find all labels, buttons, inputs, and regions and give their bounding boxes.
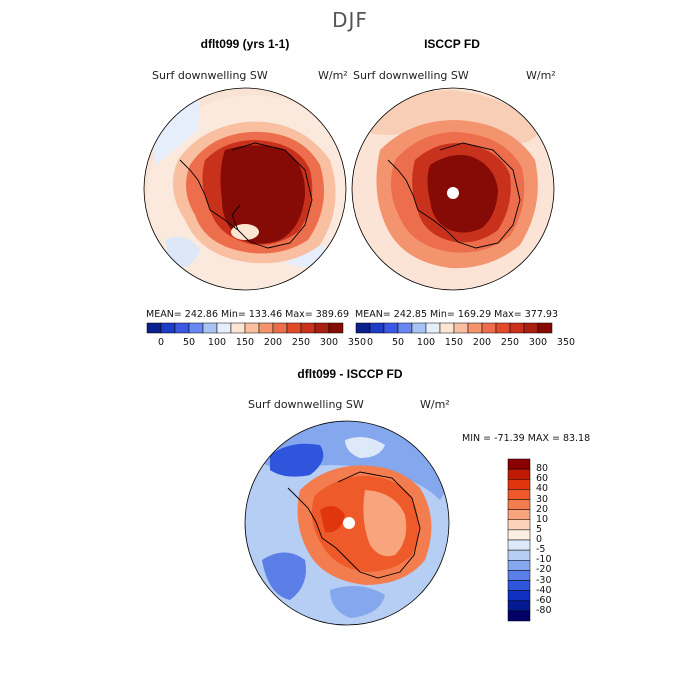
diff-colorbar-swatch	[507, 539, 531, 551]
right-panel-title: ISCCP FD	[424, 37, 480, 51]
right-colorbar-swatch	[467, 322, 483, 334]
right-colorbar-swatch	[495, 322, 511, 334]
diff-units-label: W/m²	[420, 398, 450, 411]
left-panel-title: dflt099 (yrs 1-1)	[200, 37, 290, 51]
right-colorbar-tick: 0	[366, 337, 374, 348]
left-colorbar-tick: 250	[291, 337, 311, 348]
right-colorbar-tick: 50	[391, 337, 405, 348]
left-units-label: W/m²	[318, 69, 348, 82]
diff-colorbar-swatch	[507, 549, 531, 561]
right-colorbar	[355, 322, 553, 334]
left-colorbar-swatch	[286, 322, 302, 334]
diff-colorbar-tick: 60	[536, 473, 549, 485]
right-colorbar-swatch	[355, 322, 371, 334]
diff-colorbar-swatch	[507, 560, 531, 571]
left-colorbar-swatch	[300, 322, 316, 334]
diff-colorbar-tick: 10	[536, 513, 549, 525]
left-stats: MEAN= 242.86 Min= 133.46 Max= 389.69	[146, 309, 350, 320]
left-colorbar-tick: 150	[235, 337, 255, 348]
right-colorbar-swatch	[509, 322, 525, 334]
diff-colorbar-tick: 30	[536, 493, 549, 505]
diff-colorbar-tick: -30	[536, 574, 552, 586]
figure-title: DJF	[332, 8, 368, 32]
right-colorbar-swatch	[481, 322, 497, 334]
left-colorbar-swatch	[216, 322, 232, 334]
left-colorbar-swatch	[230, 322, 246, 334]
right-colorbar-tick: 150	[444, 337, 464, 348]
right-colorbar-swatch	[383, 322, 399, 334]
diff-colorbar-swatch	[507, 590, 531, 601]
diff-colorbar-tick: 80	[536, 463, 549, 475]
diff-colorbar-tick: 0	[536, 534, 543, 545]
diff-colorbar-swatch	[507, 610, 531, 622]
diff-colorbar-swatch	[507, 479, 531, 490]
diff-colorbar-swatch	[507, 468, 531, 480]
diff-var-label: Surf downwelling SW	[248, 398, 364, 411]
left-colorbar-swatch	[244, 322, 260, 334]
right-map	[351, 87, 555, 291]
diff-colorbar-tick: -80	[536, 604, 552, 616]
right-colorbar-swatch	[425, 322, 441, 334]
diff-pole-hole	[343, 517, 355, 529]
right-colorbar-tick: 200	[472, 337, 492, 348]
left-colorbar-tick: 0	[157, 337, 165, 348]
diff-colorbar-tick: 5	[536, 523, 543, 535]
left-colorbar-swatch	[174, 322, 190, 334]
right-colorbar-swatch	[453, 322, 469, 334]
diff-colorbar-swatch	[507, 570, 531, 581]
right-colorbar-swatch	[397, 322, 413, 334]
left-colorbar-swatch	[272, 322, 288, 334]
diff-map	[244, 420, 450, 626]
right-pole-hole	[447, 187, 459, 199]
left-colorbar	[146, 322, 344, 334]
diff-colorbar-tick: -10	[536, 554, 552, 566]
right-colorbar-swatch	[523, 322, 539, 334]
diff-colorbar-swatch	[507, 499, 531, 510]
left-colorbar-swatch	[202, 322, 218, 334]
right-colorbar-tick: 100	[416, 337, 436, 348]
diff-colorbar-swatch	[507, 519, 531, 531]
right-colorbar-swatch	[537, 322, 553, 334]
diff-colorbar-swatch	[507, 580, 531, 591]
left-map	[143, 87, 347, 291]
diff-panel-title: dflt099 - ISCCP FD	[297, 367, 403, 381]
right-units-label: W/m²	[526, 69, 556, 82]
left-colorbar-swatch	[328, 322, 344, 334]
left-colorbar-swatch	[258, 322, 274, 334]
left-colorbar-tick: 50	[182, 337, 196, 348]
left-colorbar-swatch	[314, 322, 330, 334]
diff-colorbar	[507, 458, 531, 622]
right-stats: MEAN= 242.85 Min= 169.29 Max= 377.93	[355, 309, 559, 320]
right-colorbar-tick: 350	[556, 337, 576, 348]
diff-colorbar-tick: -60	[536, 594, 552, 606]
diff-colorbar-tick: 20	[536, 503, 549, 515]
diff-colorbar-tick: -40	[536, 584, 552, 596]
diff-colorbar-swatch	[507, 509, 531, 520]
diff-colorbar-tick: -20	[536, 564, 552, 576]
diff-stats: MIN = -71.39 MAX = 83.18	[462, 433, 591, 444]
diff-colorbar-swatch	[507, 489, 531, 500]
diff-colorbar-tick: -5	[536, 544, 546, 556]
left-colorbar-swatch	[146, 322, 162, 334]
right-colorbar-swatch	[369, 322, 385, 334]
left-var-label: Surf downwelling SW	[152, 69, 268, 82]
right-colorbar-tick: 250	[500, 337, 520, 348]
diff-colorbar-swatch	[507, 529, 531, 541]
left-colorbar-tick: 350	[347, 337, 367, 348]
right-colorbar-swatch	[439, 322, 455, 334]
right-colorbar-swatch	[411, 322, 427, 334]
diff-colorbar-swatch	[507, 600, 531, 612]
left-colorbar-tick: 300	[319, 337, 339, 348]
right-colorbar-tick: 300	[528, 337, 548, 348]
left-colorbar-tick: 100	[207, 337, 227, 348]
left-colorbar-swatch	[160, 322, 176, 334]
diff-colorbar-tick: 40	[536, 483, 549, 495]
diff-colorbar-swatch	[507, 458, 531, 470]
right-var-label: Surf downwelling SW	[353, 69, 469, 82]
left-colorbar-tick: 200	[263, 337, 283, 348]
left-colorbar-swatch	[188, 322, 204, 334]
